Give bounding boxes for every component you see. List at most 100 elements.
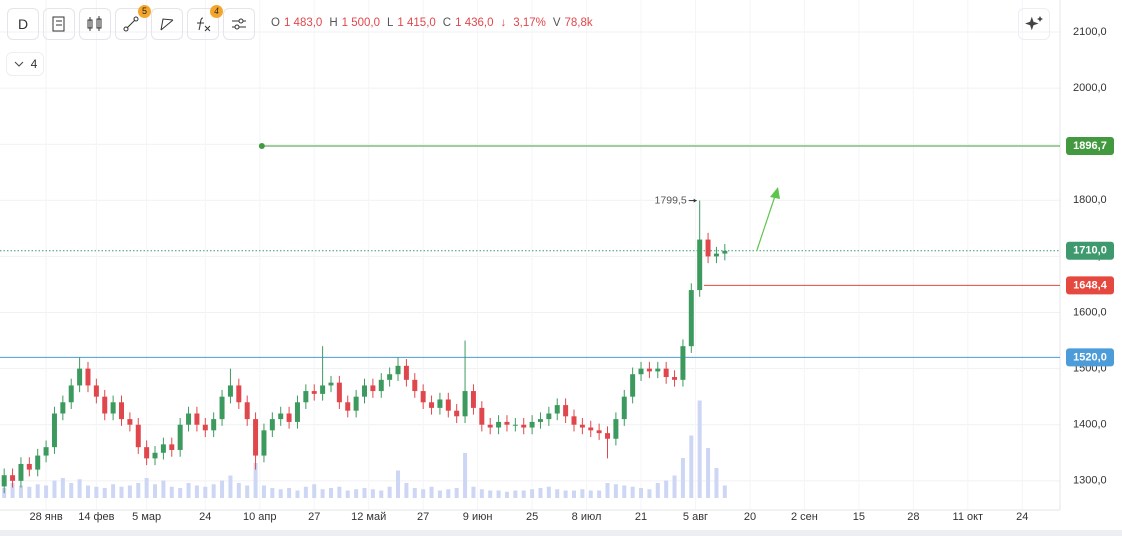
x-tick-label: 27 bbox=[417, 511, 429, 523]
icon bbox=[197, 17, 211, 32]
level-anchor bbox=[258, 143, 265, 150]
indicator-toggle[interactable]: 4 bbox=[6, 52, 44, 76]
x-tick-label: 21 bbox=[635, 511, 647, 523]
volume-bar bbox=[605, 483, 610, 498]
candle-body bbox=[470, 391, 476, 408]
x-tick-label: 15 bbox=[853, 511, 865, 523]
candle-body bbox=[554, 405, 560, 414]
candle-body bbox=[194, 413, 200, 425]
candle-body bbox=[328, 382, 334, 386]
volume-bar bbox=[622, 485, 627, 498]
volume-bar bbox=[446, 489, 451, 498]
ai-button[interactable] bbox=[1018, 8, 1050, 40]
candle-body bbox=[152, 452, 158, 459]
icon bbox=[87, 16, 102, 31]
volume-bar bbox=[144, 478, 149, 498]
volume-bar bbox=[421, 489, 426, 498]
bottom-bar bbox=[0, 530, 1122, 536]
candle-body bbox=[521, 424, 527, 428]
volume-bar bbox=[454, 488, 459, 498]
chart-type-button[interactable] bbox=[79, 8, 111, 40]
volume-bar bbox=[387, 486, 392, 498]
candle-body bbox=[269, 419, 275, 431]
candle-body bbox=[336, 382, 342, 403]
volume-bar bbox=[655, 483, 660, 498]
volume-bar bbox=[303, 486, 308, 498]
legend-value: 1 483,0 bbox=[283, 17, 323, 29]
candle-body bbox=[529, 421, 535, 428]
interval-button[interactable]: D bbox=[7, 8, 39, 40]
candle-body bbox=[462, 391, 468, 417]
badge: 5 bbox=[138, 5, 151, 18]
icon bbox=[52, 16, 65, 32]
volume-bar bbox=[563, 490, 568, 498]
volume-bar bbox=[664, 480, 669, 498]
x-tick-label: 20 bbox=[744, 511, 756, 523]
candle-body bbox=[311, 391, 317, 394]
volume-bar bbox=[69, 483, 74, 498]
volume-bar bbox=[571, 490, 576, 498]
candle-body bbox=[127, 419, 133, 425]
data-button[interactable] bbox=[43, 8, 75, 40]
candle-body bbox=[236, 385, 242, 403]
x-tick-label: 24 bbox=[1016, 511, 1028, 523]
candle-body bbox=[479, 407, 485, 425]
settings-button[interactable] bbox=[223, 8, 255, 40]
candle-body bbox=[487, 424, 493, 428]
candle-body bbox=[244, 402, 250, 420]
x-tick-label: 27 bbox=[308, 511, 320, 523]
candle-body bbox=[403, 365, 409, 380]
level-label: 1520,0 bbox=[1073, 351, 1107, 363]
volume-bar bbox=[236, 483, 241, 498]
x-tick-label: 28 янв bbox=[30, 511, 63, 523]
volume-bar bbox=[488, 490, 493, 498]
candle-body bbox=[412, 379, 418, 392]
candle-body bbox=[261, 430, 267, 456]
y-tick-label: 2000,0 bbox=[1073, 82, 1107, 94]
x-tick-label: 9 июн bbox=[463, 511, 493, 523]
level-label-bg bbox=[1066, 276, 1114, 295]
candle-body bbox=[378, 379, 384, 392]
volume-bar bbox=[320, 489, 325, 498]
drawings-button[interactable]: 5 bbox=[115, 5, 151, 40]
volume-bar bbox=[153, 484, 158, 498]
volume-bar bbox=[35, 484, 40, 498]
volume-bar bbox=[530, 489, 535, 498]
x-tick-label: 11 окт bbox=[953, 511, 984, 523]
candle-body bbox=[630, 374, 636, 397]
volume-bar bbox=[136, 483, 141, 498]
candle-body bbox=[211, 419, 217, 431]
candle-body bbox=[345, 402, 351, 411]
candle-body bbox=[18, 463, 24, 481]
volume-bar bbox=[60, 478, 65, 498]
volume-bar bbox=[27, 486, 32, 498]
volume-bar bbox=[312, 484, 317, 498]
x-tick-label: 12 май bbox=[351, 511, 386, 523]
candle-body bbox=[144, 447, 150, 459]
volume-bar bbox=[220, 480, 225, 498]
candle-body bbox=[713, 253, 719, 257]
tools-button[interactable] bbox=[151, 8, 183, 40]
volume-bar bbox=[362, 488, 367, 498]
candle-body bbox=[395, 365, 401, 375]
indicators-button[interactable]: 4 bbox=[187, 5, 223, 40]
candle-body bbox=[51, 413, 57, 448]
volume-bar bbox=[613, 484, 618, 498]
volume-bar bbox=[555, 489, 560, 498]
level-label: 1710,0 bbox=[1073, 245, 1107, 257]
volume-bar bbox=[496, 490, 501, 498]
candle-body bbox=[362, 385, 368, 397]
volume-bar bbox=[697, 400, 702, 498]
candle-body bbox=[278, 413, 284, 420]
volume-bar bbox=[471, 486, 476, 498]
volume-bar bbox=[228, 475, 233, 498]
volume-bar bbox=[161, 480, 166, 498]
candle-body bbox=[613, 419, 619, 439]
trend-arrow bbox=[756, 187, 780, 251]
volume-bar bbox=[287, 488, 292, 498]
candle-body bbox=[303, 391, 309, 403]
volume-bar bbox=[194, 485, 199, 498]
icon bbox=[1025, 16, 1043, 31]
icon bbox=[123, 16, 139, 32]
candle-body bbox=[697, 239, 703, 291]
